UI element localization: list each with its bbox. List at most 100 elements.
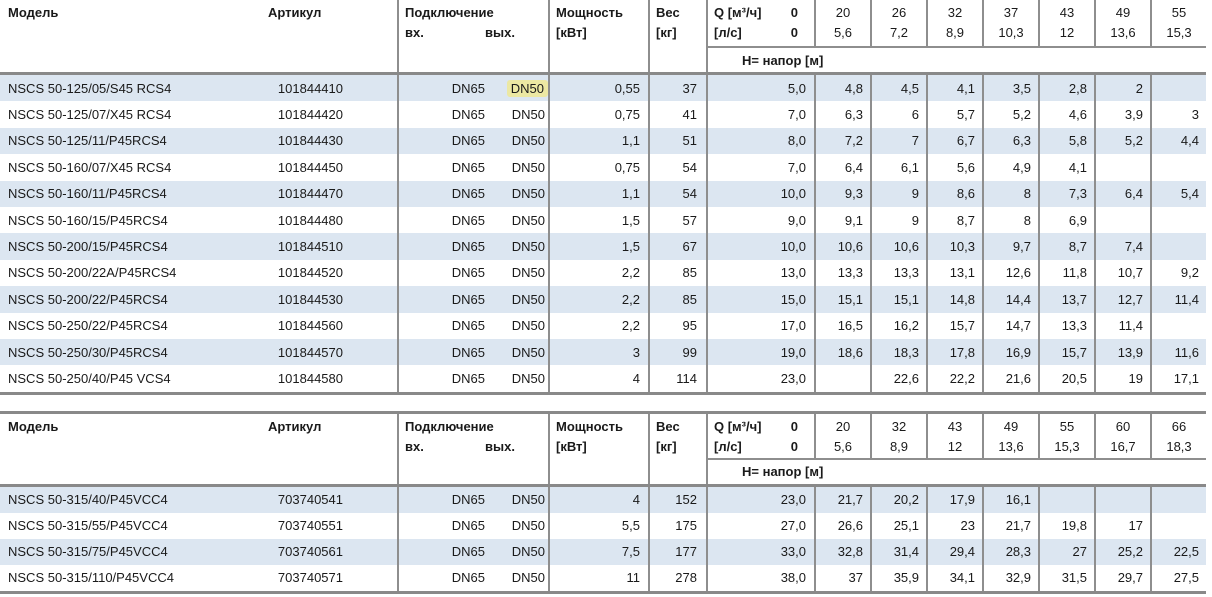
head-value-cell: 29,4 (926, 538, 982, 565)
article-cell: 101844410 (277, 80, 343, 96)
table-row: NSCS 50-200/22A/P45RCS4 101844520 DN65 DN50… (0, 259, 1206, 287)
head-value-cell: 6,9 (1038, 206, 1094, 234)
header-article: Артикул (268, 418, 322, 434)
head-value-cell: 15,7 (1038, 338, 1094, 366)
head-value-cell: 20,5 (1038, 365, 1094, 392)
inlet-value: DN65 (451, 80, 485, 96)
header-outlet: вых. (485, 25, 515, 40)
q-m3h-label: Q [м³/ч] (714, 418, 762, 434)
connection-cell: DN65 DN50 (397, 486, 548, 513)
header-power: Мощность [кВт] (548, 0, 648, 72)
head-value-cell: 18,3 (870, 338, 926, 366)
connection-cell: DN65 DN50 (397, 259, 548, 287)
head-value-cell: 19,8 (1038, 512, 1094, 539)
table-row: NSCS 50-250/22/P45RCS4 101844560 DN65 DN50 2… (0, 312, 1206, 339)
head-value-cell (1094, 154, 1150, 181)
head-value-cell: 6,3 (982, 127, 1038, 155)
head-band-label: H= напор [м] (742, 464, 824, 480)
weight-cell: 177 (648, 538, 706, 565)
head-value-cell (1150, 312, 1206, 339)
head-value-cell: 13,3 (870, 259, 926, 287)
head-value-cell: 8,0 (706, 127, 814, 155)
weight-cell: 99 (648, 338, 706, 366)
head-value-cell: 8,7 (926, 206, 982, 234)
head-value-cell: 29,7 (1094, 564, 1150, 591)
table-body: NSCS 50-315/40/P45VCC4 703740541 DN65 DN50 4… (0, 486, 1206, 591)
head-value-cell (1038, 486, 1094, 513)
table-row: NSCS 50-200/22/P45RCS4 101844530 DN65 DN50 2… (0, 286, 1206, 313)
outlet-value: DN50 (511, 370, 545, 386)
head-value-cell: 12,6 (982, 259, 1038, 287)
q-ls-label: [л/с] (714, 25, 742, 40)
divider (0, 483, 1206, 487)
q-col-header: 55 15,3 (1038, 413, 1094, 458)
pump-spec-table-1: Модель Артикул Подключение вх. вых. Мощн… (0, 0, 1206, 395)
head-value-cell: 9,7 (982, 233, 1038, 260)
power-cell: 1,1 (548, 180, 648, 207)
outlet-value: DN50 (511, 107, 545, 123)
header-model: Модель (8, 5, 59, 20)
divider (0, 391, 1206, 395)
head-value-cell: 23 (926, 512, 982, 539)
head-value-cell: 8,7 (1038, 233, 1094, 260)
head-value-cell: 25,2 (1094, 538, 1150, 565)
header-weight: Вес [кг] (648, 413, 706, 484)
head-value-cell (1150, 75, 1206, 102)
search-highlight: DN50 (506, 79, 548, 97)
table-row: NSCS 50-200/15/P45RCS4 101844510 DN65 DN50 1… (0, 233, 1206, 260)
header-inlet: вх. (405, 25, 424, 40)
power-cell: 0,75 (548, 154, 648, 181)
article-cell: 101844530 (277, 291, 343, 307)
head-value-cell: 6,1 (870, 154, 926, 181)
table-row: NSCS 50-160/15/P45RCS4 101844480 DN65 DN50 1… (0, 206, 1206, 234)
outlet-value: DN50 (511, 544, 545, 560)
head-value-cell: 5,6 (926, 154, 982, 181)
connection-cell: DN65 DN50 (397, 233, 548, 260)
weight-cell: 95 (648, 312, 706, 339)
head-value-cell: 17,9 (926, 486, 982, 513)
q-m3h-zero: 0 (790, 418, 798, 434)
connection-cell: DN65 DN50 (397, 286, 548, 313)
head-value-cell: 6,7 (926, 127, 982, 155)
outlet-value: DN50 (511, 291, 545, 307)
article-cell: 101844430 (277, 133, 343, 149)
power-cell: 2,2 (548, 312, 648, 339)
table-row: NSCS 50-315/55/P45VCC4 703740551 DN65 DN50 5… (0, 512, 1206, 539)
divider (0, 590, 1206, 594)
connection-cell: DN65 DN50 (397, 512, 548, 539)
model-cell: NSCS 50-160/11/P45RCS4 (8, 186, 167, 202)
q-flow-unit-cell: Q [м³/ч] 0 [л/с] 0 (706, 0, 814, 46)
header-model: Модель (8, 418, 59, 434)
power-cell: 1,1 (548, 127, 648, 155)
header-power: Мощность [кВт] (548, 413, 648, 484)
outlet-value: DN50 (511, 186, 545, 202)
model-cell: NSCS 50-200/22A/P45RCS4 (8, 265, 177, 281)
head-value-cell: 10,3 (926, 233, 982, 260)
head-value-cell: 5,7 (926, 101, 982, 128)
head-value-cell (1094, 206, 1150, 234)
power-cell: 1,5 (548, 233, 648, 260)
power-cell: 5,5 (548, 512, 648, 539)
head-value-cell: 28,3 (982, 538, 1038, 565)
article-cell: 101844420 (277, 107, 343, 123)
model-cell: NSCS 50-250/22/P45RCS4 (8, 318, 168, 334)
model-cell: NSCS 50-125/07/X45 RCS4 (8, 107, 172, 123)
q-col-header: 43 12 (926, 413, 982, 458)
q-ls-line: [л/с] 0 (708, 437, 814, 457)
inlet-value: DN65 (451, 518, 485, 534)
inlet-value: DN65 (451, 318, 485, 334)
connection-cell: DN65 DN50 (397, 365, 548, 392)
table-gap (0, 394, 1212, 411)
article-cell: 703740551 (277, 518, 343, 534)
weight-cell: 41 (648, 101, 706, 128)
article-cell: 101844450 (277, 159, 343, 175)
weight-cell: 278 (648, 564, 706, 591)
head-value-cell: 32,8 (814, 538, 870, 565)
head-value-cell: 7,3 (1038, 180, 1094, 207)
inlet-value: DN65 (451, 107, 485, 123)
article-cell: 101844570 (277, 344, 343, 360)
model-cell: NSCS 50-315/110/P45VCC4 (8, 570, 174, 586)
power-cell: 3 (548, 338, 648, 366)
outlet-value: DN50 (511, 159, 545, 175)
head-value-cell: 9 (870, 206, 926, 234)
